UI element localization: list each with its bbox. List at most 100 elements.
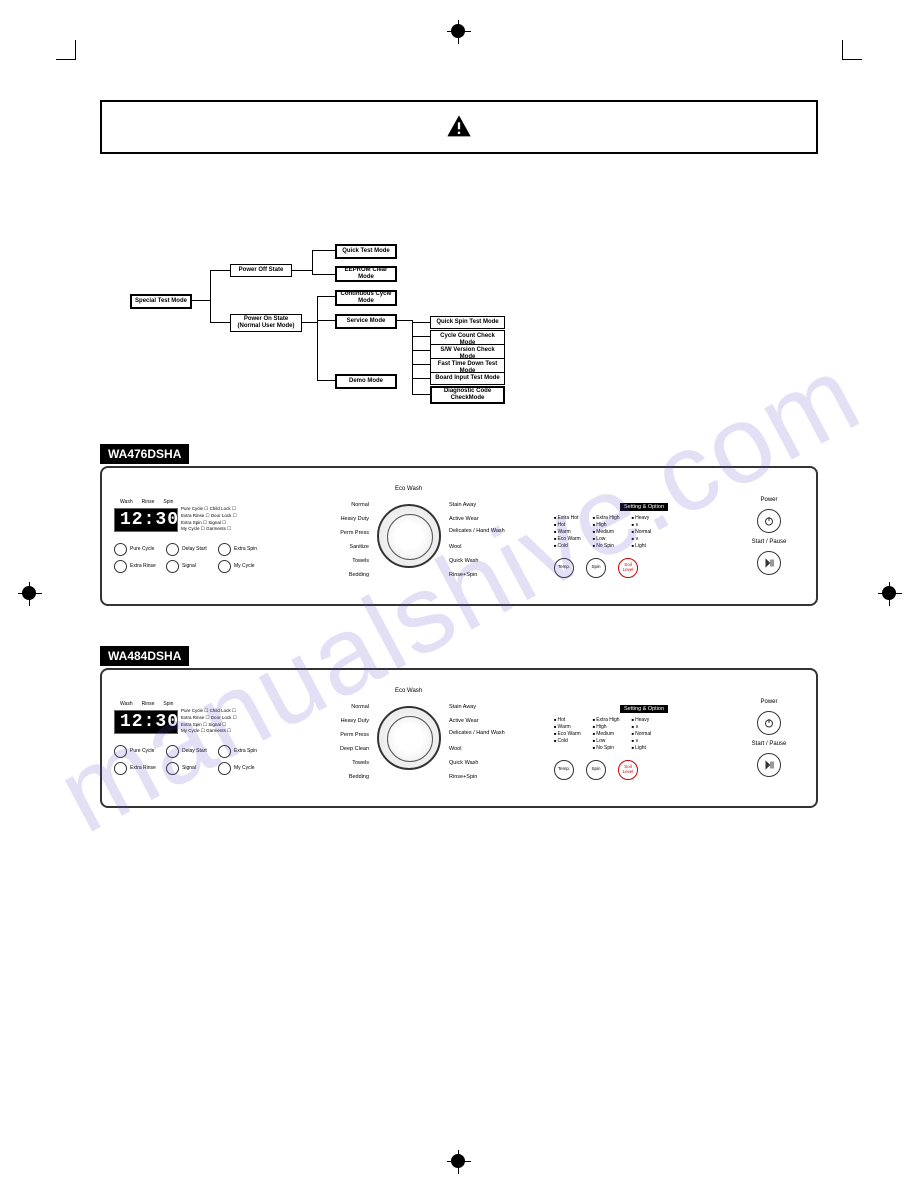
- power-button[interactable]: [757, 509, 781, 533]
- settings-section: Setting & Option Hot Warm Eco Warm Cold …: [554, 697, 734, 780]
- cycle-stain-away: Stain Away: [449, 502, 476, 508]
- cycle-normal: Normal: [309, 502, 369, 508]
- temp-button[interactable]: Temp.: [554, 558, 574, 578]
- eco-wash-label: Eco Wash: [395, 486, 422, 492]
- cycle-active-wear: Active Wear: [449, 718, 479, 724]
- start-pause-button[interactable]: [757, 753, 781, 777]
- cycle-heavy-duty: Heavy Duty: [309, 516, 369, 522]
- pure-cycle-button[interactable]: Pure Cycle: [114, 745, 160, 758]
- cycle-delicates: Delicates / Hand Wash: [449, 730, 505, 736]
- flowchart: Special Test Mode Power Off State Power …: [130, 234, 818, 414]
- registration-mark-right: [878, 582, 902, 606]
- delay-start-button[interactable]: Delay Start: [166, 543, 212, 556]
- cycle-rinse-spin: Rinse+Spin: [449, 572, 477, 578]
- spin-button[interactable]: Spin: [586, 558, 606, 578]
- crop-mark-tl: [56, 40, 76, 60]
- flow-off-state: Power Off State: [230, 264, 292, 277]
- cycle-dial[interactable]: [377, 504, 441, 568]
- settings-section: Setting & Option Extra Hot Hot Warm Eco …: [554, 495, 734, 578]
- cycle-towels: Towels: [309, 558, 369, 564]
- start-pause-button[interactable]: [757, 551, 781, 575]
- flow-board-input: Board Input Test Mode: [430, 372, 505, 385]
- power-section: Power Start / Pause: [734, 497, 804, 575]
- cycle-normal: Normal: [309, 704, 369, 710]
- cycle-wool: Wool: [449, 544, 461, 550]
- my-cycle-button[interactable]: My Cycle: [218, 560, 264, 573]
- temp-options: Extra Hot Hot Warm Eco Warm Cold: [554, 515, 581, 550]
- cycle-delicates: Delicates / Hand Wash: [449, 528, 505, 534]
- display-section: Wash Rinse Spin 12:30 Pure Cycle ☐ Child…: [114, 499, 264, 573]
- spin-options: Extra High High Medium Low No Spin: [593, 515, 620, 550]
- control-panel-2: Wash Rinse Spin 12:30 Pure Cycle ☐ Child…: [100, 668, 818, 808]
- warning-icon: [445, 113, 473, 141]
- extra-rinse-button[interactable]: Extra Rinse: [114, 762, 160, 775]
- power-button[interactable]: [757, 711, 781, 735]
- temp-button[interactable]: Temp.: [554, 760, 574, 780]
- lcd-display: 12:30: [114, 508, 178, 532]
- lcd-display: 12:30: [114, 710, 178, 734]
- play-pause-icon: [763, 759, 775, 771]
- flow-demo: Demo Mode: [335, 374, 397, 389]
- signal-button[interactable]: Signal: [166, 560, 212, 573]
- flow-continuous: Continuous Cycle Mode: [335, 290, 397, 306]
- option-buttons: Pure Cycle Delay Start Extra Spin Extra …: [114, 543, 264, 573]
- flow-quick-test: Quick Test Mode: [335, 244, 397, 259]
- cycle-quick-wash: Quick Wash: [449, 760, 478, 766]
- cycle-towels: Towels: [309, 760, 369, 766]
- play-pause-icon: [763, 557, 775, 569]
- temp-options: Hot Warm Eco Warm Cold: [554, 717, 581, 752]
- display-section: Wash Rinse Spin 12:30 Pure Cycle ☐ Child…: [114, 701, 264, 775]
- start-pause-label: Start / Pause: [752, 741, 787, 747]
- my-cycle-button[interactable]: My Cycle: [218, 762, 264, 775]
- pure-cycle-button[interactable]: Pure Cycle: [114, 543, 160, 556]
- model-label-2: WA484DSHA: [100, 646, 189, 666]
- cycle-dial[interactable]: [377, 706, 441, 770]
- registration-mark-bottom: [447, 1150, 471, 1174]
- cycle-perm-press: Perm Press: [309, 530, 369, 536]
- crop-mark-tr: [842, 40, 862, 60]
- model-label-1: WA476DSHA: [100, 444, 189, 464]
- eco-wash-label: Eco Wash: [395, 688, 422, 694]
- delay-start-button[interactable]: Delay Start: [166, 745, 212, 758]
- flow-quick-spin: Quick Spin Test Mode: [430, 316, 505, 329]
- cycle-active-wear: Active Wear: [449, 516, 479, 522]
- cycle-wool: Wool: [449, 746, 461, 752]
- lcd-side-indicators: Pure Cycle ☐ Child Lock ☐ Extra Rinse ☐ …: [181, 506, 237, 533]
- cycle-dial-section: Eco Wash Normal Heavy Duty Perm Press Sa…: [294, 476, 524, 596]
- cycle-bedding: Bedding: [309, 774, 369, 780]
- option-buttons: Pure Cycle Delay Start Extra Spin Extra …: [114, 745, 264, 775]
- flow-service: Service Mode: [335, 314, 397, 329]
- extra-spin-button[interactable]: Extra Spin: [218, 543, 264, 556]
- soil-options: Heavy ∧ Normal ∨ Light: [632, 717, 652, 752]
- cycle-sanitize: Sanitize: [309, 544, 369, 550]
- power-icon: [763, 515, 775, 527]
- extra-spin-button[interactable]: Extra Spin: [218, 745, 264, 758]
- page-content: Special Test Mode Power Off State Power …: [100, 100, 818, 848]
- spin-button[interactable]: Spin: [586, 760, 606, 780]
- cycle-stain-away: Stain Away: [449, 704, 476, 710]
- flow-root: Special Test Mode: [130, 294, 192, 309]
- flow-diagnostic: Diagnostic Code CheckMode: [430, 386, 505, 404]
- control-panel-1: Wash Rinse Spin 12:30 Pure Cycle ☐ Child…: [100, 466, 818, 606]
- cycle-perm-press: Perm Press: [309, 732, 369, 738]
- cycle-deep-clean: Deep Clean: [309, 746, 369, 752]
- cycle-rinse-spin: Rinse+Spin: [449, 774, 477, 780]
- registration-mark-left: [18, 582, 42, 606]
- soil-options: Heavy ∧ Normal ∨ Light: [632, 515, 652, 550]
- flow-on-state: Power On State (Normal User Mode): [230, 314, 302, 332]
- extra-rinse-button[interactable]: Extra Rinse: [114, 560, 160, 573]
- soil-level-button[interactable]: Soil Level: [618, 760, 638, 780]
- lcd-phase-labels: Wash Rinse Spin: [120, 499, 264, 505]
- soil-level-button[interactable]: Soil Level: [618, 558, 638, 578]
- power-icon: [763, 717, 775, 729]
- power-section: Power Start / Pause: [734, 699, 804, 777]
- registration-mark-top: [447, 20, 471, 44]
- warning-box: [100, 100, 818, 154]
- settings-header: Setting & Option: [620, 503, 668, 511]
- power-label: Power: [760, 497, 777, 503]
- settings-header: Setting & Option: [620, 705, 668, 713]
- flow-eeprom: EEPROM Clear Mode: [335, 266, 397, 282]
- signal-button[interactable]: Signal: [166, 762, 212, 775]
- spin-options: Extra High High Medium Low No Spin: [593, 717, 620, 752]
- cycle-heavy-duty: Heavy Duty: [309, 718, 369, 724]
